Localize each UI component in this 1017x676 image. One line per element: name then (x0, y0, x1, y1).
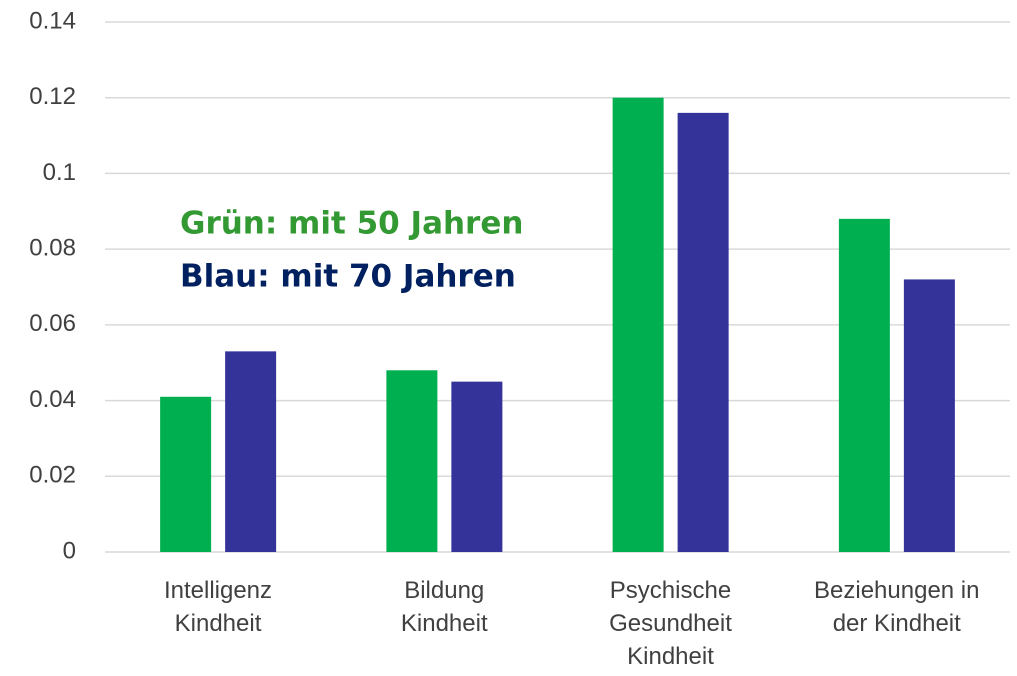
x-tick-label: Bildung Kindheit (400, 577, 488, 637)
legend-label: Blau: mit 70 Jahren (180, 259, 516, 295)
x-tick-label: Intelligenz Kindheit (163, 577, 273, 637)
bar (838, 218, 890, 552)
y-tick-label: 0.02 (29, 462, 76, 489)
y-tick-label: 0.14 (29, 7, 76, 34)
bar (451, 381, 503, 552)
y-tick-label: 0.04 (29, 386, 76, 413)
x-tick-label: Psychische Gesundheit Kindheit (609, 577, 732, 670)
x-tick-label: Beziehungen in der Kindheit (814, 577, 980, 637)
bar (677, 112, 729, 552)
y-tick-label: 0 (63, 537, 76, 564)
legend-label: Grün: mit 50 Jahren (180, 206, 523, 242)
y-tick-label: 0.06 (29, 310, 76, 337)
bar (160, 396, 212, 552)
bar (225, 351, 277, 552)
bar (386, 370, 438, 552)
bar (903, 279, 955, 552)
y-tick-label: 0.08 (29, 234, 76, 261)
y-tick-label: 0.1 (43, 159, 76, 186)
y-tick-label: 0.12 (29, 83, 76, 110)
bar (612, 97, 664, 552)
